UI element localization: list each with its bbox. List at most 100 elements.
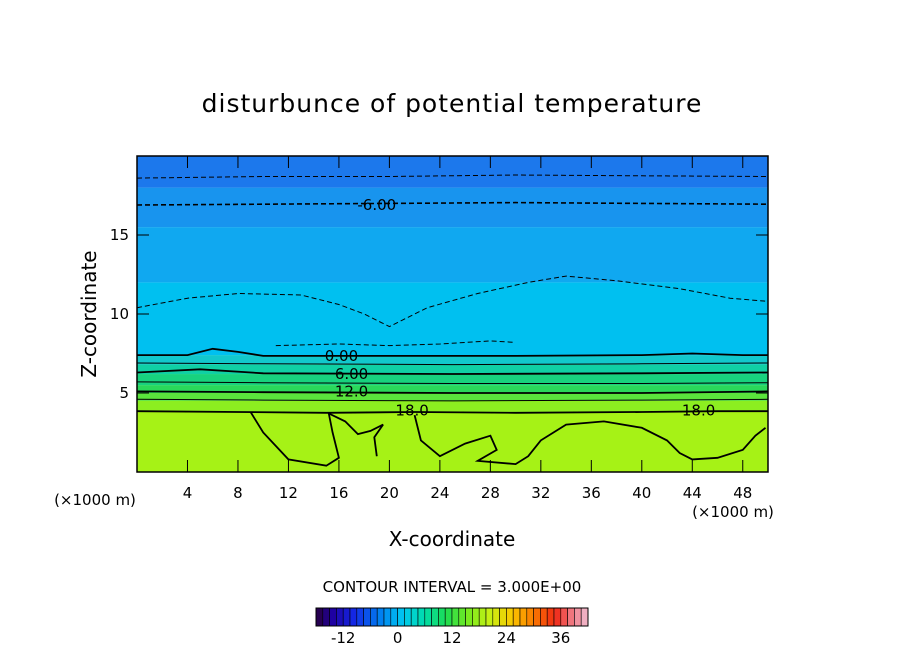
colorbar-cell-27 — [499, 607, 507, 627]
contour-layer-5 — [137, 364, 768, 375]
colorbar-cell-33 — [540, 607, 548, 627]
colorbar-cell-24 — [478, 607, 487, 627]
colorbar-tick-label-4: 36 — [551, 629, 570, 647]
contour-label-5: 18.0 — [682, 401, 715, 419]
solid-contour-8 — [413, 414, 767, 466]
colorbar-cell-14 — [410, 607, 419, 627]
colorbar-ticks: -12 0 12 24 36 — [331, 629, 570, 647]
y-axis-ticks: 5 10 15 — [110, 226, 768, 402]
x-tick-label-6: 28 — [481, 484, 500, 502]
solid-contour-lines — [137, 347, 768, 467]
colorbar-tick-label-0: -12 — [331, 629, 356, 647]
colorbar-cell-4 — [342, 607, 351, 627]
x-tick-label-8: 36 — [582, 484, 601, 502]
colorbar-cell-6 — [356, 607, 364, 627]
contour-label-0: -6.00 — [357, 196, 396, 214]
x-tick-label-2: 12 — [279, 484, 298, 502]
x-unit-label-left: (×1000 m) — [54, 491, 136, 509]
colorbar-cell-2 — [329, 607, 337, 627]
colorbar-cell-8 — [370, 607, 378, 627]
colorbar-cell-3 — [336, 607, 344, 627]
colorbar-cell-31 — [526, 607, 534, 627]
colorbar-cell-30 — [519, 607, 528, 627]
y-tick-label-2: 15 — [110, 226, 129, 244]
dashed-contour-lines — [137, 174, 768, 347]
solid-contour-6 — [137, 410, 768, 414]
dashed-contour-3 — [137, 174, 768, 179]
contour-layer-1 — [137, 400, 768, 412]
solid-contour-1 — [137, 362, 768, 366]
colorbar-cell-36 — [560, 607, 568, 627]
x-tick-label-5: 24 — [430, 484, 449, 502]
colorbar-cell-34 — [546, 607, 555, 627]
colorbar-tick-label-1: 0 — [393, 629, 403, 647]
solid-contour-5 — [137, 398, 768, 402]
colorbar-cell-17 — [431, 607, 439, 627]
contour-layer-10 — [137, 156, 768, 188]
solid-contour-7 — [249, 411, 384, 467]
x-tick-label-10: 44 — [683, 484, 702, 502]
colorbar-frame — [315, 607, 589, 627]
colorbar-cell-13 — [404, 607, 412, 627]
colorbar-cell-23 — [472, 607, 480, 627]
x-tick-label-3: 16 — [329, 484, 348, 502]
solid-contour-2 — [137, 368, 768, 375]
x-tick-label-1: 8 — [233, 484, 243, 502]
colorbar-cell-11 — [390, 607, 398, 627]
filled-contour-layers — [137, 156, 768, 472]
contour-label-4: 18.0 — [395, 401, 428, 419]
x-tick-label-9: 40 — [632, 484, 651, 502]
y-tick-label-1: 10 — [110, 305, 129, 323]
colorbar-cell-16 — [424, 607, 432, 627]
colorbar-cell-12 — [397, 607, 405, 627]
contour-layer-2 — [137, 393, 768, 401]
colorbar-cell-32 — [533, 607, 541, 627]
contour-interval-text: CONTOUR INTERVAL = 3.000E+00 — [323, 578, 582, 596]
y-tick-label-0: 5 — [119, 384, 129, 402]
colorbar-cell-19 — [444, 607, 453, 627]
colorbar-cell-35 — [553, 607, 562, 627]
colorbar-cell-25 — [485, 607, 494, 627]
x-axis-ticks: 4 8 12 16 20 24 28 32 36 40 44 48 — [183, 156, 752, 502]
contour-label-1: 0.00 — [325, 347, 358, 365]
colorbar-cell-21 — [458, 607, 466, 627]
chart-title: disturbunce of potential temperature — [202, 89, 703, 118]
contour-layer-3 — [137, 385, 768, 393]
colorbar-cell-1 — [322, 607, 330, 627]
x-tick-label-11: 48 — [733, 484, 752, 502]
dashed-contour-1 — [275, 340, 516, 347]
colorbar-cell-5 — [349, 607, 358, 627]
colorbar-cell-9 — [376, 607, 385, 627]
colorbar-cell-22 — [465, 607, 473, 627]
colorbar-cell-15 — [417, 607, 426, 627]
colorbar-cell-0 — [315, 607, 324, 627]
colorbar-tick-label-2: 12 — [442, 629, 461, 647]
contour-label-3: 12.0 — [335, 382, 368, 400]
contour-layer-4 — [137, 374, 768, 386]
colorbar-cell-38 — [574, 607, 582, 627]
colorbar-cell-37 — [567, 607, 575, 627]
contour-label-2: 6.00 — [335, 365, 368, 383]
contour-layer-9 — [137, 187, 768, 228]
colorbar-cell-18 — [438, 607, 446, 627]
contour-layer-8 — [137, 227, 768, 283]
contour-layer-0 — [137, 411, 768, 472]
x-tick-label-4: 20 — [380, 484, 399, 502]
colorbar-cell-10 — [383, 607, 392, 627]
colorbar-cell-28 — [506, 607, 514, 627]
x-tick-label-0: 4 — [183, 484, 193, 502]
dashed-contour-2 — [137, 201, 768, 206]
colorbar-cell-26 — [492, 607, 500, 627]
solid-contour-4 — [137, 390, 768, 394]
contour-layer-7 — [137, 282, 768, 356]
x-tick-label-7: 32 — [531, 484, 550, 502]
contour-layer-6 — [137, 355, 768, 365]
colorbar — [315, 607, 589, 627]
x-unit-label-right: (×1000 m) — [692, 503, 774, 521]
y-axis-label: Z-coordinate — [77, 250, 101, 377]
x-axis-label: X-coordinate — [389, 527, 516, 551]
colorbar-cell-39 — [580, 607, 589, 627]
